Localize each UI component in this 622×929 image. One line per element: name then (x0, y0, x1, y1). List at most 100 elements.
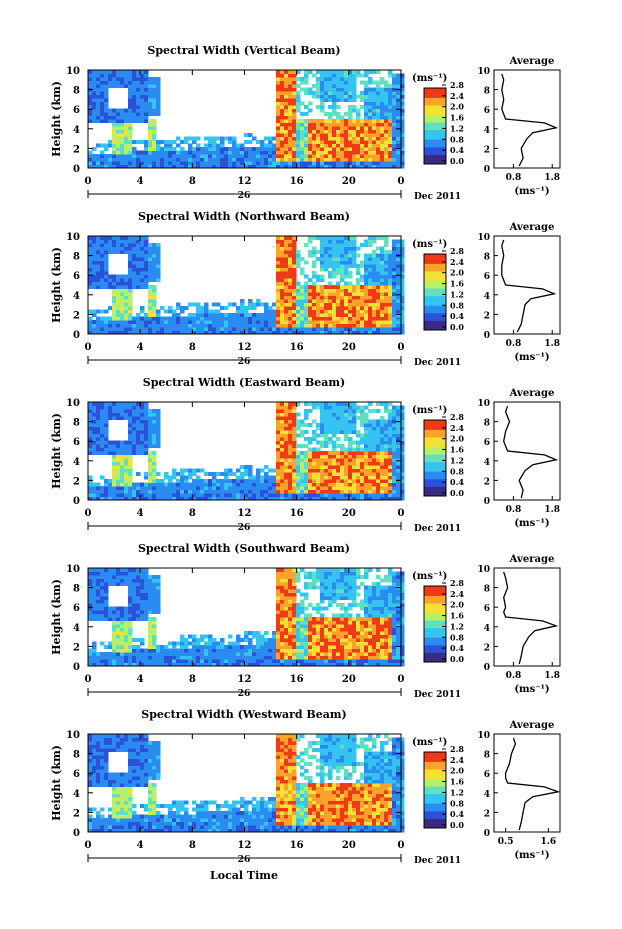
heatmap-cell (196, 306, 201, 310)
heatmap-cell (236, 150, 241, 155)
heatmap-cell (284, 306, 289, 310)
heatmap-cell (396, 274, 401, 279)
heatmap-cell (296, 260, 301, 265)
colorbar-swatch (424, 108, 446, 112)
heatmap-cell (144, 313, 149, 317)
heatmap-cell (136, 655, 141, 660)
heatmap-cell (340, 316, 345, 321)
heatmap-cell (96, 257, 101, 261)
heatmap-cell (344, 292, 349, 296)
heatmap-cell (156, 80, 161, 85)
heatmap-cell (300, 285, 305, 289)
heatmap-cell (156, 472, 161, 476)
heatmap-cell (304, 288, 309, 293)
heatmap-cell (144, 323, 149, 328)
heatmap-cell (296, 479, 301, 483)
heatmap-cell (220, 316, 225, 321)
heatmap-cell (332, 70, 337, 74)
heatmap-cell (400, 250, 405, 254)
heatmap-cell (344, 260, 349, 265)
heatmap-cell (384, 98, 389, 102)
heatmap-cell (332, 87, 337, 92)
heatmap-cell (108, 281, 113, 286)
heatmap-cell (88, 264, 93, 268)
heatmap-cell (204, 316, 209, 321)
heatmap-cell (344, 253, 349, 258)
heatmap-cell (168, 330, 173, 335)
heatmap-cell (112, 412, 117, 417)
heatmap-cell (276, 330, 281, 335)
heatmap-cell (340, 402, 345, 406)
heatmap-cell (388, 84, 393, 88)
heatmap-cell (308, 126, 313, 130)
heatmap-cell (156, 257, 161, 261)
heatmap-cell (168, 489, 173, 494)
heatmap-cell (136, 426, 141, 431)
heatmap-cell (276, 465, 281, 469)
heatmap-cell (288, 493, 293, 497)
heatmap-cell (124, 465, 129, 469)
heatmap-cell (112, 147, 117, 151)
heatmap-cell (132, 84, 137, 88)
heatmap-cell (144, 412, 149, 417)
heatmap-cell (372, 164, 377, 169)
heatmap-cell (184, 468, 189, 473)
heatmap-cell (316, 126, 321, 130)
heatmap-cell (280, 405, 285, 410)
colorbar-swatch (424, 425, 446, 428)
heatmap-cell (260, 302, 265, 307)
heatmap-cell (148, 267, 153, 272)
heatmap-cell (332, 486, 337, 490)
heatmap-cell (376, 112, 381, 116)
heatmap-cell (280, 77, 285, 81)
colorbar-swatch (424, 99, 446, 102)
x-tick-label: 0 (85, 342, 92, 353)
heatmap-cell (156, 596, 161, 600)
heatmap-cell (224, 475, 229, 480)
colorbar: (ms⁻¹)0.00.40.81.21.62.02.42.8 (412, 73, 464, 166)
heatmap-cell (348, 472, 353, 476)
colorbar-swatch (424, 420, 446, 423)
heatmap-cell (132, 253, 137, 258)
heatmap-cell (96, 143, 101, 148)
heatmap-cell (284, 316, 289, 321)
heatmap-cell (92, 73, 97, 78)
heatmap-cell (140, 641, 145, 646)
colorbar-swatch (424, 437, 446, 440)
heatmap-cell (312, 126, 317, 130)
heatmap-cell (368, 306, 373, 310)
heatmap-cell (276, 122, 281, 127)
heatmap-cell (144, 91, 149, 95)
colorbar-tick-label: 2.8 (450, 80, 464, 90)
heatmap-cell (208, 164, 213, 169)
heatmap-cell (228, 472, 233, 476)
colorbar-tick-label: 2.8 (450, 412, 464, 422)
heatmap-cell (132, 493, 137, 497)
heatmap-cell (164, 147, 169, 151)
heatmap-cells (88, 402, 405, 501)
heatmap-cell (300, 299, 305, 303)
heatmap-cell (400, 94, 405, 99)
heatmap-cell (240, 475, 245, 480)
heatmap-cell (360, 479, 365, 483)
heatmap-cell (120, 129, 125, 134)
heatmap-cell (232, 489, 237, 494)
heatmap-cell (324, 327, 329, 331)
heatmap-cell (108, 316, 113, 321)
colorbar-tick-label: 0.8 (450, 466, 464, 476)
heatmap-cell (96, 80, 101, 85)
heatmap-cell (264, 309, 269, 314)
heatmap-cell (156, 585, 161, 590)
heatmap-cell (92, 327, 97, 331)
heatmap-cell (128, 302, 133, 307)
heatmap-cell (92, 430, 97, 434)
heatmap-cell (104, 486, 109, 490)
heatmap-cell (120, 73, 125, 78)
heatmap-cell (304, 468, 309, 473)
heatmap-cell (204, 482, 209, 487)
colorbar-swatch (424, 259, 446, 262)
colorbar-swatch (424, 97, 446, 100)
heatmap-cell (244, 316, 249, 321)
heatmap-cell (348, 157, 353, 162)
heatmap-cell (104, 316, 109, 321)
